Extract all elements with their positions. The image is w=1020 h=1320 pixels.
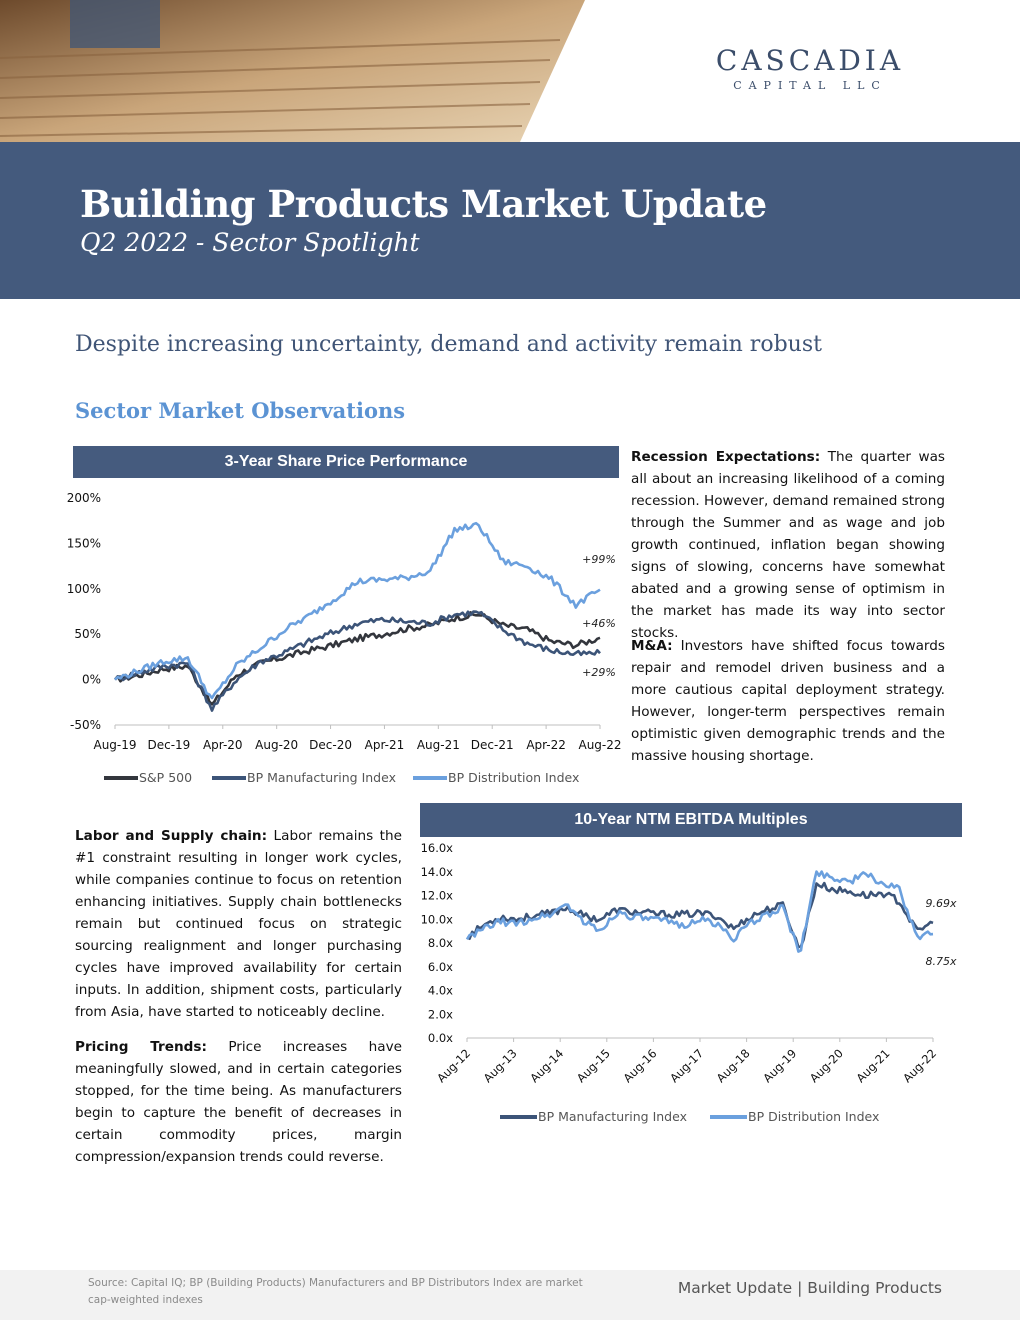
- x-tick-label: Apr-22: [526, 738, 566, 752]
- pricing-text: Price increases have meaningfully slowed…: [75, 1039, 402, 1165]
- legend-label: BP Manufacturing Index: [247, 770, 396, 785]
- x-tick-label: Aug-20: [807, 1046, 846, 1085]
- footer-source: Source: Capital IQ; BP (Building Product…: [88, 1277, 583, 1306]
- x-tick-label: Aug-16: [620, 1046, 659, 1085]
- y-tick-label: 12.0x: [421, 889, 454, 903]
- x-tick-label: Apr-21: [365, 738, 405, 752]
- legend-label: S&P 500: [139, 770, 192, 785]
- chart1-title: 3-Year Share Price Performance: [73, 446, 619, 478]
- pricing-label: Pricing Trends:: [75, 1039, 207, 1055]
- y-tick-label: 8.0x: [428, 936, 453, 950]
- y-tick-label: 2.0x: [428, 1007, 453, 1021]
- page-title: Building Products Market Update: [80, 182, 767, 226]
- recession-paragraph: Recession Expectations: The quarter was …: [631, 446, 945, 644]
- title-banner: Building Products Market Update Q2 2022 …: [0, 142, 1020, 299]
- y-tick-label: 0.0x: [428, 1031, 453, 1045]
- lumber-photo: [0, 0, 590, 142]
- y-tick-label: 100%: [67, 582, 101, 596]
- headline: Despite increasing uncertainty, demand a…: [75, 332, 822, 357]
- x-tick-label: Aug-19: [760, 1046, 799, 1085]
- series-line-1: [465, 870, 934, 953]
- share-price-chart: 200% 150% 100% 50% 0% -50% Aug-19 Dec-19 Apr-20 A…: [67, 491, 622, 785]
- footer-label: Market Update | Building Products: [677, 1279, 942, 1297]
- x-tick-label: Aug-17: [667, 1046, 706, 1085]
- recession-label: Recession Expectations:: [631, 449, 821, 465]
- labor-text: Labor remains the #1 constraint resultin…: [75, 828, 402, 1020]
- x-tick-label: Apr-20: [203, 738, 243, 752]
- y-tick-label: 14.0x: [421, 865, 454, 879]
- x-tick-label: Dec-20: [309, 738, 352, 752]
- y-tick-label: 16.0x: [421, 841, 454, 855]
- end-value-label: +99%: [582, 553, 616, 566]
- y-tick-label: 4.0x: [428, 984, 453, 998]
- pricing-paragraph: Pricing Trends: Price increases have mea…: [75, 1036, 402, 1168]
- series-line-0: [466, 881, 934, 949]
- y-tick-label: 10.0x: [421, 912, 454, 926]
- end-value-label: 8.75x: [925, 955, 956, 968]
- y-tick-label: 0%: [82, 673, 101, 687]
- x-tick-label: Aug-20: [255, 738, 298, 752]
- x-tick-label: Aug-21: [417, 738, 460, 752]
- end-value-label: +46%: [582, 617, 616, 630]
- footer: Source: Capital IQ; BP (Building Product…: [0, 1270, 1020, 1320]
- ma-paragraph: M&A: Investors have shifted focus toward…: [631, 635, 945, 767]
- x-tick-label: Aug-18: [714, 1046, 753, 1085]
- ebitda-multiples-chart: 16.0x 14.0x 12.0x 10.0x 8.0x 6.0x 4.0x 2.0x 0.0x…: [421, 841, 957, 1124]
- page-subtitle: Q2 2022 - Sector Spotlight: [80, 228, 420, 257]
- section-title: Sector Market Observations: [75, 398, 406, 423]
- x-tick-label: Aug-21: [853, 1046, 892, 1085]
- x-tick-label: Dec-21: [471, 738, 514, 752]
- series-line-1: [114, 610, 601, 712]
- x-tick-label: Aug-13: [481, 1046, 520, 1085]
- end-value-label: +29%: [582, 666, 616, 679]
- chart2-title: 10-Year NTM EBITDA Multiples: [420, 803, 962, 837]
- x-tick-label: Aug-15: [574, 1046, 613, 1085]
- labor-label: Labor and Supply chain:: [75, 828, 268, 844]
- company-logo: CASCADIA CAPITAL LLC: [700, 44, 920, 92]
- legend-label: BP Distribution Index: [748, 1109, 879, 1124]
- y-tick-label: 6.0x: [428, 960, 453, 974]
- end-value-label: 9.69x: [925, 897, 956, 910]
- recession-text: The quarter was all about an increasing …: [631, 449, 945, 641]
- labor-paragraph: Labor and Supply chain: Labor remains th…: [75, 825, 402, 1023]
- x-tick-label: Aug-19: [93, 738, 136, 752]
- y-tick-label: -50%: [70, 718, 101, 732]
- legend-label: BP Distribution Index: [448, 770, 579, 785]
- x-tick-label: Dec-19: [147, 738, 190, 752]
- y-tick-label: 150%: [67, 536, 101, 550]
- y-tick-label: 50%: [74, 627, 101, 641]
- y-tick-label: 200%: [67, 491, 101, 505]
- x-tick-label: Aug-12: [434, 1046, 473, 1085]
- logo-main-text: CASCADIA: [715, 44, 905, 77]
- legend-label: BP Manufacturing Index: [538, 1109, 687, 1124]
- series-line-2: [114, 521, 601, 700]
- x-tick-label: Aug-22: [578, 738, 621, 752]
- x-tick-label: Aug-22: [900, 1046, 939, 1085]
- ma-text: Investors have shifted focus towards rep…: [631, 638, 945, 764]
- x-tick-label: Aug-14: [527, 1046, 566, 1085]
- ma-label: M&A:: [631, 638, 673, 654]
- logo-sub-text: CAPITAL LLC: [733, 79, 887, 92]
